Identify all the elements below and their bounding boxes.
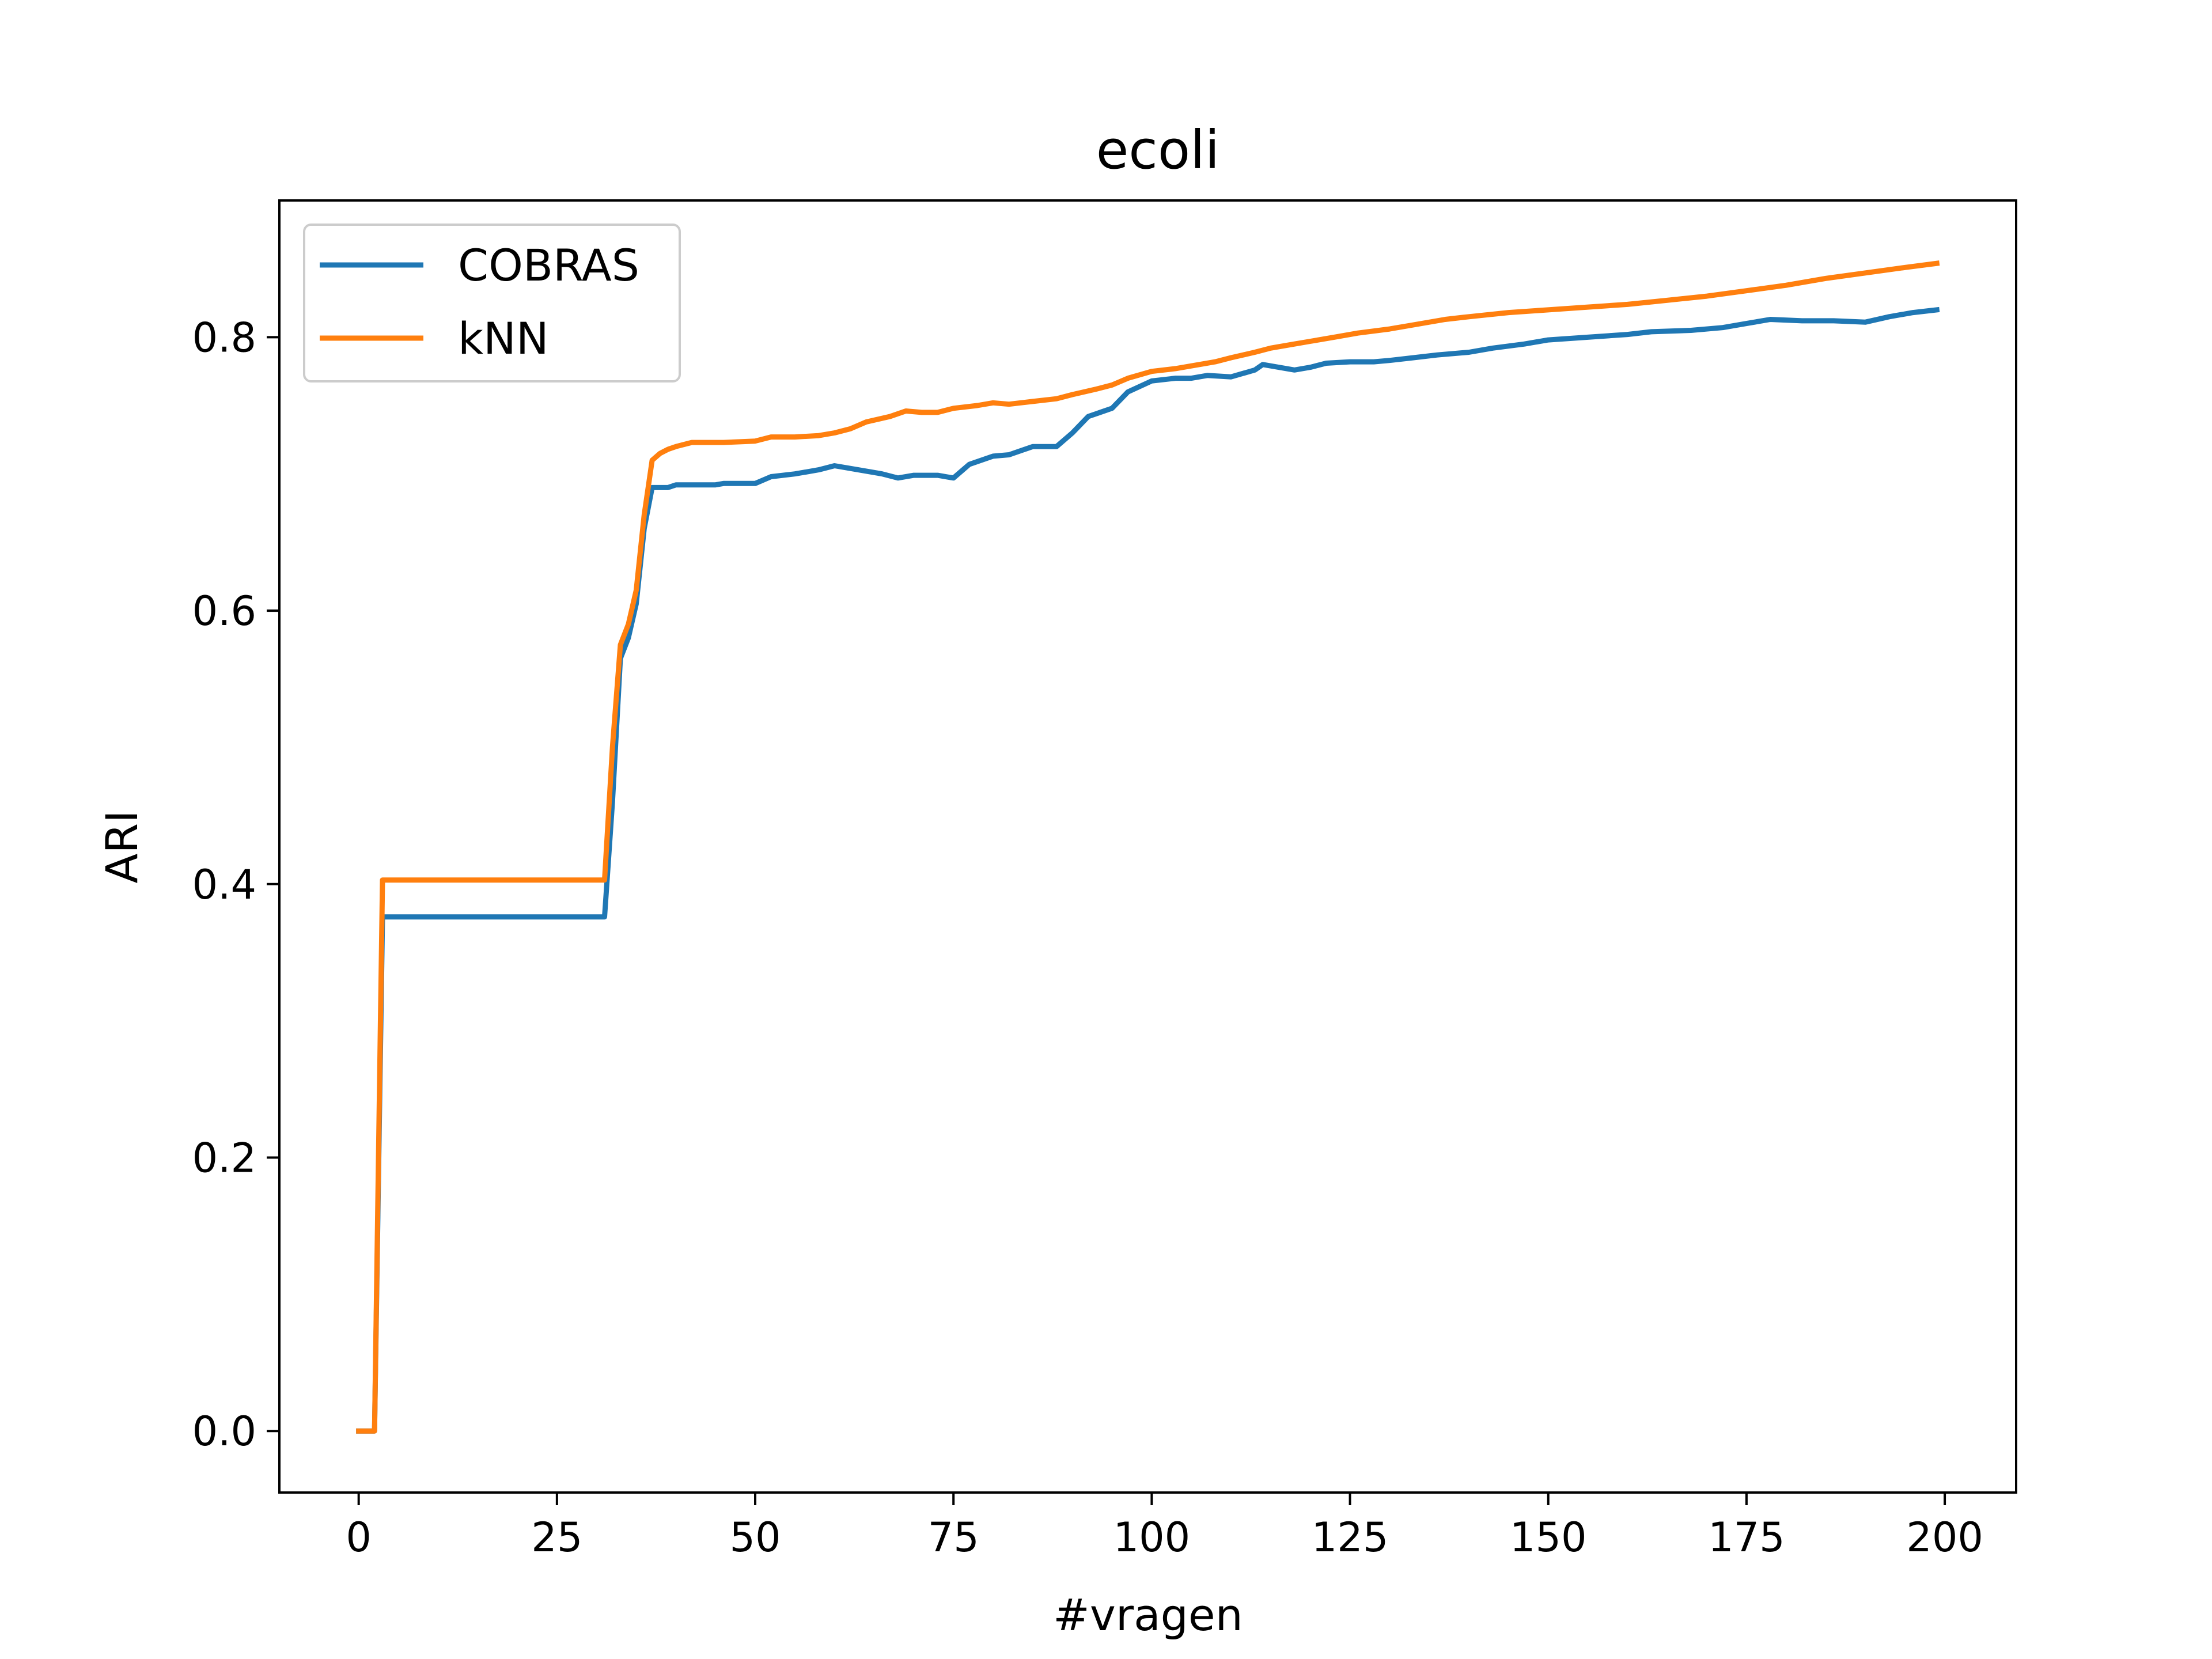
x-tick-label: 50: [729, 1514, 781, 1561]
x-tick-label: 200: [1906, 1514, 1983, 1561]
legend-label-knn: kNN: [458, 313, 549, 364]
y-axis-label: ARI: [96, 810, 147, 883]
series-line-knn: [356, 260, 1940, 1434]
legend-label-cobras: COBRAS: [458, 240, 639, 291]
chart-title: ecoli: [1096, 119, 1220, 181]
y-axis: 0.0 0.2 0.4 0.6 0.8: [192, 314, 279, 1455]
x-axis: 0 25 50 75 100 125 150 175 200: [346, 1493, 1983, 1561]
y-tick-label: 0.6: [192, 588, 256, 635]
series-layer: [356, 260, 1940, 1434]
x-tick-label: 100: [1113, 1514, 1191, 1561]
x-tick-label: 125: [1312, 1514, 1389, 1561]
x-tick-label: 150: [1510, 1514, 1587, 1561]
x-tick-label: 0: [346, 1514, 372, 1561]
x-tick-label: 175: [1708, 1514, 1785, 1561]
y-tick-label: 0.0: [192, 1408, 256, 1455]
y-tick-label: 0.8: [192, 314, 256, 361]
x-tick-label: 75: [928, 1514, 979, 1561]
x-tick-label: 25: [531, 1514, 582, 1561]
plot-frame: [278, 199, 2017, 1494]
y-tick-label: 0.4: [192, 861, 256, 908]
x-axis-label: #vragen: [1053, 1589, 1243, 1641]
y-tick-label: 0.2: [192, 1134, 256, 1181]
series-line-cobras: [356, 306, 1940, 1434]
legend: COBRAS kNN: [303, 224, 681, 382]
